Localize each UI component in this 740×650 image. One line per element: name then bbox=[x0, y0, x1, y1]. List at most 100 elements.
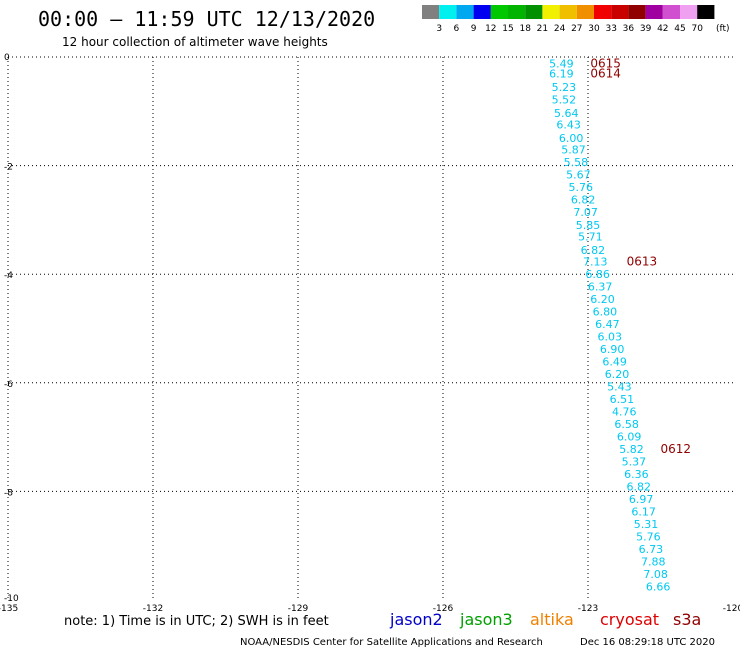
wave-height-label: 6.20 bbox=[590, 293, 615, 306]
wave-height-label: 5.37 bbox=[622, 456, 647, 469]
colorbar-swatch bbox=[628, 5, 646, 19]
y-tick-label: -2 bbox=[4, 163, 13, 173]
chart-title: 00:00 — 11:59 UTC 12/13/2020 bbox=[38, 7, 375, 31]
colorbar-tick-label: 39 bbox=[640, 24, 652, 34]
x-tick-label: -132 bbox=[143, 604, 163, 614]
plot-marks: 5.496.195.235.525.646.436.005.875.585.67… bbox=[549, 57, 691, 594]
chart-subtitle: 12 hour collection of altimeter wave hei… bbox=[62, 35, 328, 49]
colorbar-tick-label: 27 bbox=[571, 24, 582, 34]
wave-height-label: 6.66 bbox=[646, 580, 671, 593]
colorbar-swatch bbox=[525, 5, 543, 19]
satellite-label-jason2: jason2 bbox=[389, 610, 443, 629]
satellite-label-altika: altika bbox=[530, 610, 574, 629]
colorbar-tick-label: 9 bbox=[471, 24, 477, 34]
wave-height-label: 5.85 bbox=[576, 219, 601, 232]
colorbar-tick-label: 3 bbox=[436, 24, 442, 34]
colorbar-swatch bbox=[662, 5, 680, 19]
colorbar-tick-label: 30 bbox=[588, 24, 600, 34]
colorbar-swatch bbox=[697, 5, 715, 19]
x-tick-label: -129 bbox=[288, 604, 309, 614]
colorbar-tick-label: 12 bbox=[485, 24, 496, 34]
y-tick-label: 0 bbox=[4, 53, 10, 63]
colorbar-swatch bbox=[422, 5, 440, 19]
x-tick-label: -126 bbox=[433, 604, 454, 614]
footer-timestamp: Dec 16 08:29:18 UTC 2020 bbox=[580, 637, 715, 648]
plot-axes: -135 -132 -129 -126 -123 -120 0 -2 -4 -6 -8 -10 bbox=[0, 53, 740, 614]
wave-height-colorbar: 3 6 9 12 15 18 21 24 27 30 33 36 39 42 45 70 bbox=[422, 5, 715, 34]
colorbar-swatch bbox=[456, 5, 474, 19]
wave-height-label: 6.86 bbox=[585, 268, 610, 281]
wave-height-label: 6.49 bbox=[602, 356, 627, 369]
pass-time-label: 0615 bbox=[590, 57, 621, 71]
wave-height-label: 6.97 bbox=[629, 493, 654, 506]
colorbar-swatch bbox=[542, 5, 560, 19]
wave-height-label: 6.90 bbox=[600, 343, 625, 356]
wave-height-label: 7.07 bbox=[573, 206, 598, 219]
wave-height-label: 6.00 bbox=[559, 132, 584, 145]
wave-height-label: 6.36 bbox=[624, 468, 649, 481]
wave-height-label: 6.82 bbox=[581, 244, 606, 257]
colorbar-swatch bbox=[594, 5, 612, 19]
colorbar-tick-label: 24 bbox=[554, 24, 566, 34]
plot-grid bbox=[7, 56, 733, 600]
y-tick-label: -8 bbox=[4, 488, 13, 498]
y-tick-label: -6 bbox=[4, 380, 13, 390]
footer-note: note: 1) Time is in UTC; 2) SWH is in fe… bbox=[64, 614, 329, 629]
wave-height-label: 6.51 bbox=[610, 393, 635, 406]
wave-height-label: 5.58 bbox=[564, 156, 589, 169]
colorbar-tick-label: 21 bbox=[537, 24, 548, 34]
colorbar-swatch bbox=[576, 5, 594, 19]
colorbar-swatch bbox=[559, 5, 577, 19]
wave-height-label: 7.88 bbox=[641, 555, 666, 568]
wave-height-label: 4.76 bbox=[612, 406, 637, 419]
colorbar-tick-label: 6 bbox=[454, 24, 460, 34]
wave-height-label: 6.03 bbox=[598, 331, 623, 344]
wave-height-label: 6.43 bbox=[556, 118, 581, 131]
pass-time-label: 0614 bbox=[590, 66, 621, 80]
colorbar-swatch bbox=[508, 5, 526, 19]
y-tick-label: -4 bbox=[4, 271, 13, 281]
wave-height-label: 7.13 bbox=[583, 256, 608, 269]
colorbar-tick-label: 45 bbox=[674, 24, 685, 34]
x-tick-label: -123 bbox=[578, 604, 598, 614]
wave-height-label: 6.09 bbox=[617, 431, 642, 444]
wave-height-label: 5.67 bbox=[566, 168, 591, 181]
wave-height-label: 6.73 bbox=[639, 543, 664, 556]
pass-time-label: 0613 bbox=[627, 255, 658, 269]
colorbar-swatch bbox=[490, 5, 508, 19]
colorbar-swatch bbox=[611, 5, 629, 19]
colorbar-tick-label: 15 bbox=[502, 24, 513, 34]
x-tick-label: -135 bbox=[0, 604, 18, 614]
colorbar-tick-label: 33 bbox=[605, 24, 616, 34]
colorbar-swatch bbox=[645, 5, 663, 19]
colorbar-swatch bbox=[439, 5, 457, 19]
wave-height-label: 5.76 bbox=[569, 181, 594, 194]
wave-height-label: 6.19 bbox=[549, 67, 574, 80]
satellite-label-jason3: jason3 bbox=[459, 610, 513, 629]
x-tick-label: -120 bbox=[723, 604, 740, 614]
colorbar-tick-label: 18 bbox=[519, 24, 531, 34]
y-tick-label: -10 bbox=[4, 594, 19, 604]
wave-height-label: 6.82 bbox=[627, 481, 652, 494]
satellite-label-s3a: s3a bbox=[673, 610, 701, 629]
footer-credit: NOAA/NESDIS Center for Satellite Applica… bbox=[240, 637, 543, 648]
pass-time-label: 0612 bbox=[661, 442, 692, 456]
wave-height-label: 6.37 bbox=[588, 281, 613, 294]
wave-height-label: 5.82 bbox=[619, 443, 644, 456]
wave-height-label: 6.58 bbox=[614, 418, 639, 431]
wave-height-label: 6.47 bbox=[595, 318, 620, 331]
colorbar-swatch bbox=[473, 5, 491, 19]
wave-height-label: 7.08 bbox=[643, 568, 668, 581]
colorbar-tick-label: 36 bbox=[623, 24, 635, 34]
wave-height-label: 6.20 bbox=[605, 368, 630, 381]
wave-height-label: 5.71 bbox=[578, 231, 603, 244]
colorbar-unit-label: (ft) bbox=[716, 24, 730, 34]
wave-height-label: 5.23 bbox=[552, 81, 577, 94]
colorbar-tick-label: 70 bbox=[691, 24, 703, 34]
wave-height-label: 6.17 bbox=[631, 505, 656, 518]
wave-height-label: 5.87 bbox=[561, 143, 586, 156]
wave-height-label: 5.64 bbox=[554, 107, 579, 120]
wave-height-label: 5.52 bbox=[552, 93, 577, 106]
